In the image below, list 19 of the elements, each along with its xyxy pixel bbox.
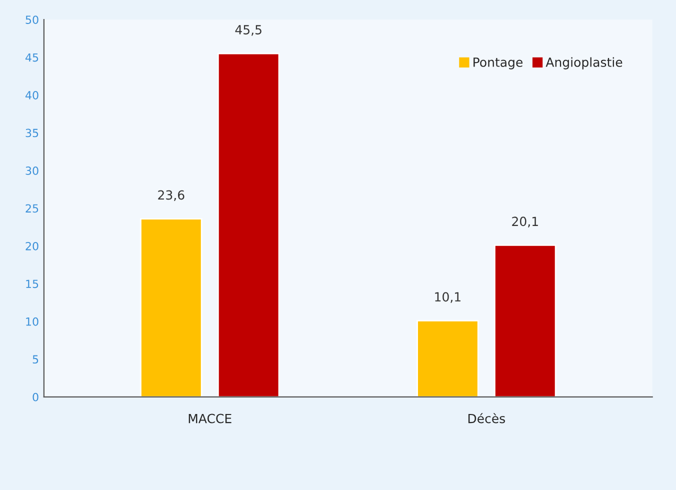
y-tick-label: 45 [25,53,38,62]
y-tick-label: 30 [26,166,38,175]
data-label: 23,6 [158,190,184,201]
legend-label: Pontage [474,58,522,70]
y-tick-label: 15 [26,280,38,288]
y-tick-label: 5 [32,355,38,364]
legend-label: Angioplastie [546,57,622,70]
y-tick-label: 40 [25,91,38,100]
y-tick-label: 25 [26,204,38,213]
y-tick-label: 10 [26,317,38,326]
y-tick-label: 35 [26,128,38,138]
y-tick-label: 0 [32,392,38,402]
y-tick-label: 20 [26,242,38,250]
data-label: 10,1 [435,292,460,303]
data-label: 20,1 [512,216,538,228]
y-tick-label: 50 [26,16,38,24]
x-tick-label: MACCE [188,414,232,424]
data-label: 45,5 [235,25,262,36]
x-tick-label: Décès [468,413,505,424]
